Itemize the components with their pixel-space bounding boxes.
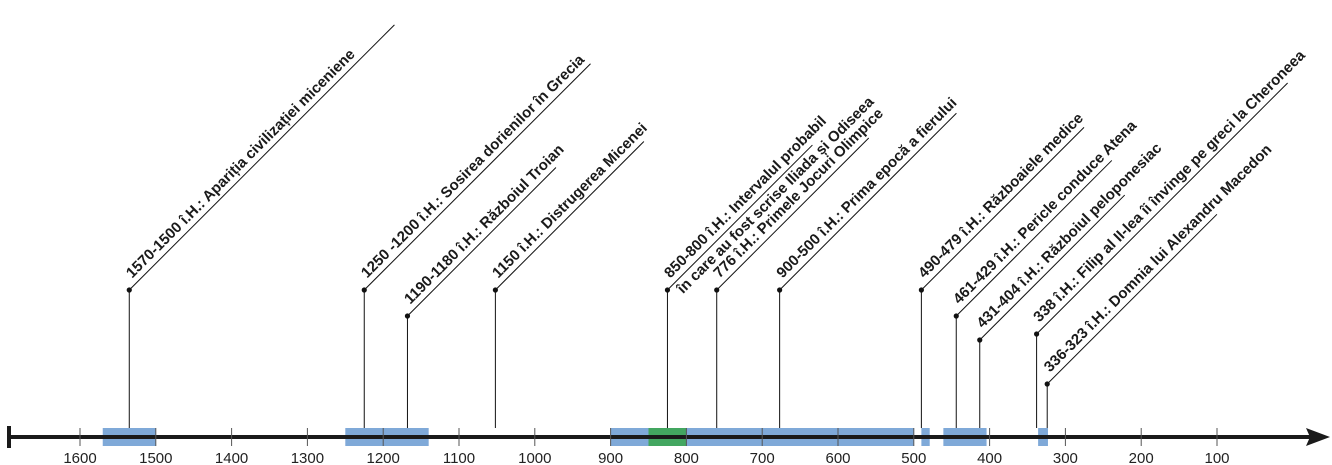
axis-tick-label: 1600 bbox=[63, 450, 96, 465]
event-dot bbox=[126, 287, 132, 293]
axis-ticks: 1600 1500 1400 1300 1200 1100 1000 900 800 700 600… bbox=[63, 428, 1230, 465]
event-label: 431-404 î.H.: Războiul peloponesiac bbox=[973, 140, 1165, 332]
axis-tick-label: 100 bbox=[1204, 450, 1229, 465]
event-dot bbox=[777, 287, 783, 293]
axis-tick-label: 900 bbox=[598, 450, 623, 465]
event-dot bbox=[361, 287, 367, 293]
event-diagonal-leader bbox=[363, 63, 591, 291]
event-diagonal-leader bbox=[979, 194, 1126, 341]
event-dot bbox=[404, 313, 411, 319]
event-dot bbox=[918, 287, 924, 293]
timeline-event: 490-479 î.H.: Războaiele medice bbox=[915, 110, 1087, 428]
event-diagonal-leader bbox=[716, 137, 870, 291]
axis-tick-label: 600 bbox=[825, 450, 850, 465]
event-diagonal-leader bbox=[1036, 82, 1288, 335]
event-dot bbox=[664, 287, 671, 293]
timeline-event: 1190-1180 î.H.: Războiul Troian bbox=[401, 141, 568, 428]
axis-tick-label: 1300 bbox=[291, 450, 324, 465]
event-markers: 1570-1500 î.H.: Apariția civilizației mi… bbox=[123, 24, 1309, 428]
axis-tick-label: 400 bbox=[977, 450, 1002, 465]
axis-tick-label: 700 bbox=[750, 450, 775, 465]
event-diagonal-leader bbox=[955, 160, 1113, 317]
timeline-event: 461-429 î.H.: Pericle conduce Atena bbox=[950, 117, 1141, 428]
event-diagonal-leader bbox=[1046, 213, 1218, 385]
event-diagonal-leader bbox=[407, 167, 557, 317]
timeline-event: 1150 î.H.: Distrugerea Micenei bbox=[489, 120, 651, 428]
axis-tick-label: 1400 bbox=[215, 450, 248, 465]
timeline-axis bbox=[7, 426, 1330, 448]
axis-arrow-head bbox=[1306, 428, 1330, 446]
axis-tick-label: 1000 bbox=[518, 450, 551, 465]
event-dot bbox=[977, 337, 983, 343]
event-diagonal-leader bbox=[128, 24, 395, 291]
event-diagonal-leader bbox=[495, 141, 645, 291]
axis-tick-label: 200 bbox=[1129, 450, 1154, 465]
event-diagonal-leader bbox=[667, 144, 813, 291]
event-label: 1570-1500 î.H.: Apariția civilizației mi… bbox=[123, 46, 359, 282]
event-diagonal-leader bbox=[921, 127, 1085, 291]
event-diagonal-leader bbox=[779, 112, 957, 291]
axis-tick-label: 800 bbox=[674, 450, 699, 465]
axis-tick-label: 1200 bbox=[367, 450, 400, 465]
event-dot bbox=[492, 287, 498, 293]
timeline-event: 1570-1500 î.H.: Apariția civilizației mi… bbox=[123, 24, 395, 428]
event-dot bbox=[953, 313, 959, 319]
event-dot bbox=[1033, 331, 1040, 337]
axis-tick-label: 1100 bbox=[443, 450, 475, 465]
event-dot bbox=[1044, 381, 1050, 387]
axis-tick-label: 1500 bbox=[139, 450, 172, 465]
axis-tick-label: 300 bbox=[1053, 450, 1078, 465]
axis-tick-label: 500 bbox=[901, 450, 926, 465]
event-dot bbox=[714, 287, 720, 293]
